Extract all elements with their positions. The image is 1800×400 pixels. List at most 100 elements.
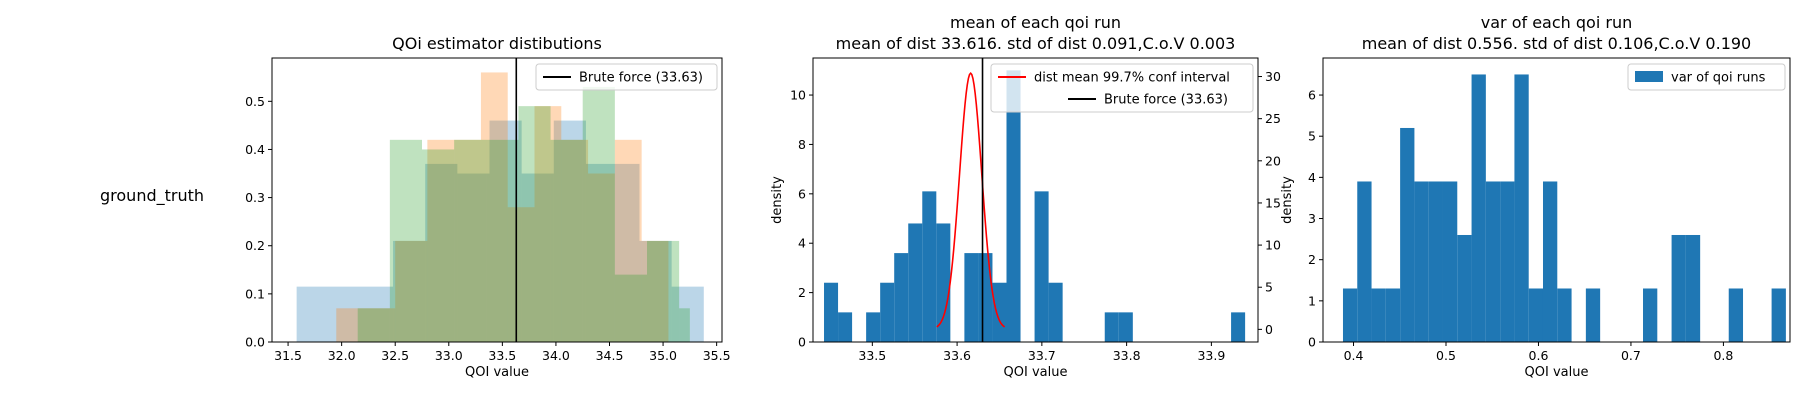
x-tick-label: 33.8 — [1113, 348, 1141, 363]
histogram-bar-series-2 — [561, 139, 589, 342]
histogram-bar-series-3 — [518, 106, 551, 342]
histogram-bar-series-3 — [550, 139, 583, 342]
histogram-bar-series-2 — [454, 139, 481, 342]
y-axis-label: density — [1280, 176, 1295, 224]
y-tick-label: 10 — [790, 88, 806, 103]
histogram-bar — [1771, 288, 1786, 342]
histogram-bar-series-1 — [521, 173, 554, 342]
y-tick-label: 0 — [1308, 335, 1316, 350]
legend-box — [990, 63, 1254, 113]
histogram-bar-series-2 — [427, 139, 455, 342]
histogram-bar-series-2 — [507, 207, 535, 342]
histogram-bar-series-1 — [671, 286, 704, 342]
histogram-bar — [908, 223, 923, 342]
y-tick-label: 4 — [798, 236, 806, 251]
x-tick-label: 31.5 — [274, 348, 302, 363]
x-tick-label: 33.6 — [943, 348, 971, 363]
histogram-bar — [1400, 127, 1415, 342]
histogram-bar — [1557, 288, 1572, 342]
histogram-bar-series-1 — [425, 163, 458, 342]
histogram-bar-series-2 — [480, 72, 508, 342]
axes-frame — [1322, 57, 1791, 343]
histogram-bar — [1457, 234, 1472, 342]
histogram-bar — [880, 282, 895, 342]
histogram-bar-series-3 — [422, 149, 455, 342]
y-tick-label: 0 — [798, 335, 806, 350]
x-tick-label: 0.5 — [1436, 348, 1456, 363]
y2-tick-label: 0 — [1265, 322, 1273, 337]
x-tick-label: 0.7 — [1621, 348, 1641, 363]
histogram-bar — [1514, 74, 1529, 342]
histogram-bar-series-3 — [389, 139, 422, 342]
axes-frame — [812, 57, 1259, 343]
x-tick-label: 33.9 — [1197, 348, 1225, 363]
y-tick-label: 6 — [1308, 88, 1316, 103]
y2-tick-label: 25 — [1265, 111, 1281, 126]
panel-mean-of-each-qoi-run: mean of each qoi run mean of dist 33.616.… — [770, 13, 1281, 380]
histogram-bar — [1371, 288, 1386, 342]
histogram-bar — [1542, 181, 1558, 342]
histogram-bar — [1034, 191, 1049, 342]
panel-var-of-each-qoi-run: var of each qoi run mean of dist 0.556. s… — [1280, 13, 1791, 380]
chart-subtitle: mean of dist 0.556. std of dist 0.106,C.… — [1362, 34, 1751, 53]
legend-brute-force-label: Brute force (33.63) — [1104, 93, 1228, 108]
histogram-bar — [866, 312, 881, 342]
axes-frame — [271, 57, 723, 343]
histogram-bar-series-3 — [454, 139, 487, 342]
x-tick-label: 35.5 — [703, 348, 731, 363]
y2-tick-label: 15 — [1265, 195, 1281, 210]
plot-area — [824, 58, 1246, 342]
y-tick-label: 2 — [1308, 252, 1316, 267]
y-tick-label: 0.5 — [245, 94, 265, 109]
x-tick-label: 0.6 — [1529, 348, 1549, 363]
x-axis-label: QOI value — [1525, 365, 1589, 380]
histogram-bar-series-3 — [486, 139, 519, 342]
histogram-bar — [1442, 181, 1458, 342]
y-tick-label: 5 — [1308, 129, 1316, 144]
legend-brute-force-label: Brute force (33.63) — [579, 71, 703, 86]
histogram-bar — [1471, 74, 1486, 342]
chart-title: var of each qoi run — [1481, 13, 1632, 32]
y-tick-label: 2 — [798, 285, 806, 300]
y-axis-label: density — [770, 176, 785, 224]
x-tick-label: 33.7 — [1028, 348, 1056, 363]
histogram-bar-series-3 — [357, 308, 390, 342]
x-tick-label: 34.5 — [596, 348, 624, 363]
histogram-bar-series-2 — [336, 308, 396, 342]
y-tick-label: 6 — [798, 186, 806, 201]
histogram-bar — [1671, 234, 1686, 342]
histogram-bar — [1006, 70, 1021, 342]
histogram-bar-series-3 — [679, 308, 690, 342]
x-tick-label: 32.5 — [381, 348, 409, 363]
legend-var-runs-label: var of qoi runs — [1671, 71, 1766, 86]
x-axis-label: QOI value — [465, 365, 529, 380]
y-tick-label: 0.3 — [245, 190, 265, 205]
histogram-bar-series-2 — [395, 240, 428, 342]
histogram-bar — [922, 191, 937, 342]
histogram-bar-series-3 — [647, 240, 680, 342]
x-tick-label: 35.0 — [649, 348, 677, 363]
histogram-bar — [1118, 312, 1133, 342]
x-tick-label: 33.5 — [858, 348, 886, 363]
histogram-bar — [838, 312, 853, 342]
histogram-bar-series-3 — [614, 274, 647, 342]
histogram-bar — [978, 253, 993, 342]
y2-tick-label: 20 — [1265, 153, 1281, 168]
x-tick-label: 0.8 — [1713, 348, 1733, 363]
histogram-bar-series-2 — [614, 139, 642, 342]
histogram-bar — [1685, 234, 1701, 342]
legend-box — [1627, 63, 1786, 91]
legend-conf-interval-label: dist mean 99.7% conf interval — [1034, 71, 1230, 86]
histogram-bar-series-2 — [588, 173, 615, 342]
legend-var-runs-swatch — [1635, 71, 1663, 82]
histogram-bar — [1500, 181, 1515, 342]
chart-title: QOi estimator distibutions — [392, 34, 602, 53]
y-tick-label: 1 — [1308, 293, 1316, 308]
histogram-bar — [1643, 288, 1658, 342]
histogram-bar — [1728, 288, 1744, 342]
y2-tick-label: 30 — [1265, 69, 1281, 84]
y-tick-label: 0.2 — [245, 238, 265, 253]
histogram-bar — [1357, 181, 1372, 342]
histogram-bar — [824, 282, 839, 342]
